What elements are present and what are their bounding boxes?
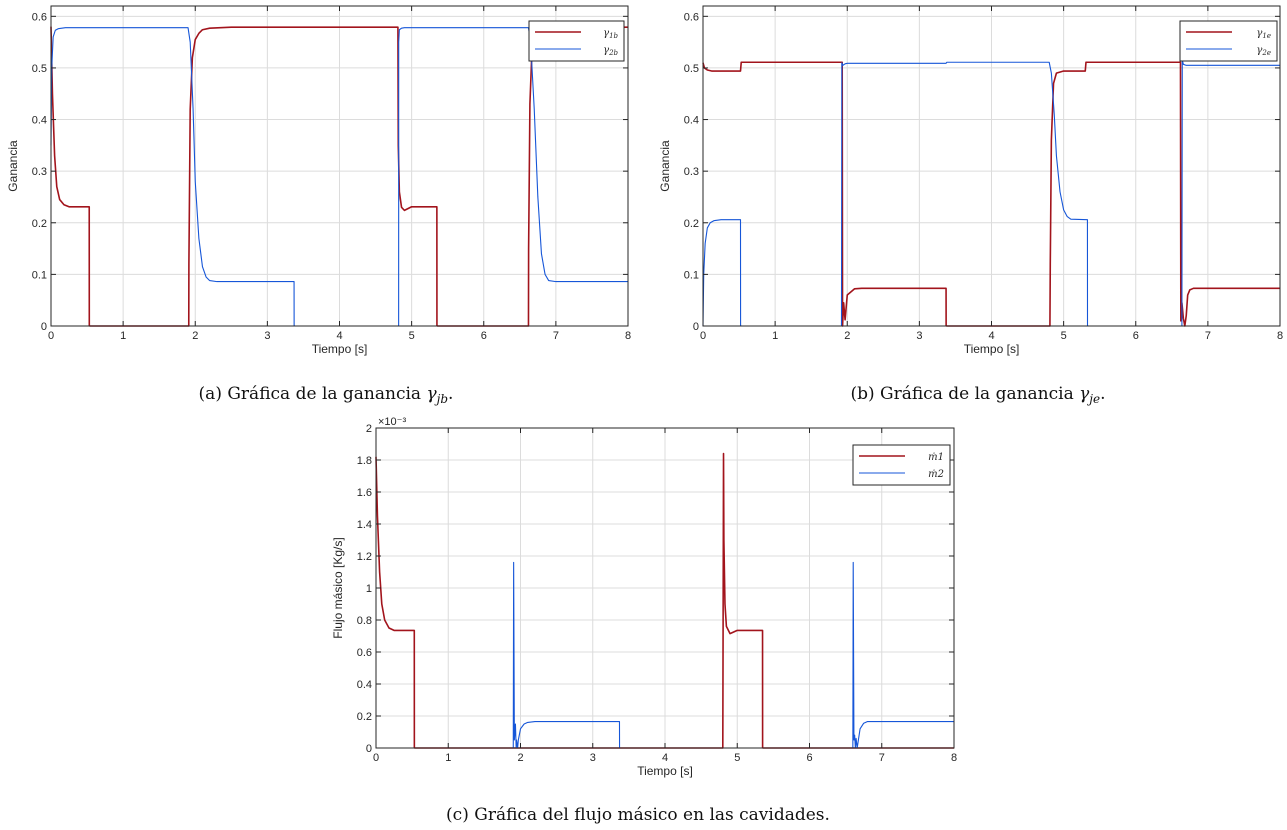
legend: ṁ1 ṁ2 xyxy=(852,444,951,486)
legend-label-1: γ1e xyxy=(1256,28,1271,40)
y-tick-label: 0.4 xyxy=(32,115,47,127)
x-tick-label: 4 xyxy=(988,330,994,342)
figure-caption: (b) Gráfica de la ganancia γje. xyxy=(850,384,1105,406)
legend-label-2: γ2b xyxy=(603,45,618,57)
legend-label-1: ṁ1 xyxy=(928,452,944,463)
legend-box xyxy=(852,444,951,486)
legend-label-2: ṁ2 xyxy=(928,469,944,480)
y-scale-note: ×10⁻³ xyxy=(378,416,406,428)
y-tick-label: 1.8 xyxy=(357,455,372,467)
x-tick-label: 0 xyxy=(700,330,706,342)
x-tick-label: 2 xyxy=(192,330,198,342)
series-line-1 xyxy=(50,26,628,327)
x-tick-label: 7 xyxy=(1205,330,1211,342)
series-line-1 xyxy=(702,61,1280,327)
y-tick-label: 0.6 xyxy=(357,647,372,659)
y-tick-label: 0.2 xyxy=(684,218,699,230)
y-axis-label: Flujo másico [Kg/s] xyxy=(331,537,345,638)
legend-box xyxy=(1179,20,1278,62)
series-line-2 xyxy=(50,27,628,327)
x-tick-label: 3 xyxy=(916,330,922,342)
y-tick-label: 1.2 xyxy=(357,551,372,563)
legend-box xyxy=(528,20,625,62)
x-tick-label: 0 xyxy=(373,752,379,764)
y-tick-label: 0.5 xyxy=(684,63,699,75)
x-tick-label: 1 xyxy=(772,330,778,342)
y-tick-label: 0.4 xyxy=(684,115,699,127)
legend-label-2: γ2e xyxy=(1256,45,1271,57)
y-tick-label: 1 xyxy=(366,583,372,595)
x-tick-label: 8 xyxy=(951,752,957,764)
y-tick-label: 0 xyxy=(693,321,699,333)
y-tick-label: 1.6 xyxy=(357,487,372,499)
x-tick-label: 3 xyxy=(590,752,596,764)
y-tick-label: 1.4 xyxy=(357,519,372,531)
y-tick-label: 0 xyxy=(366,743,372,755)
y-tick-label: 2 xyxy=(366,423,372,435)
x-axis-label: Tiempo [s] xyxy=(637,764,693,778)
x-tick-label: 0 xyxy=(48,330,54,342)
x-tick-label: 8 xyxy=(625,330,631,342)
y-tick-label: 0.6 xyxy=(32,11,47,23)
x-tick-label: 1 xyxy=(445,752,451,764)
x-axis-label: Tiempo [s] xyxy=(964,342,1020,356)
x-tick-label: 3 xyxy=(264,330,270,342)
y-tick-label: 0.2 xyxy=(357,711,372,723)
x-tick-label: 5 xyxy=(1061,330,1067,342)
y-tick-label: 0.5 xyxy=(32,63,47,75)
x-axis-label: Tiempo [s] xyxy=(312,342,368,356)
chart-b: 0 1 2 3 4 5 6 7 8 0 0.1 0.2 0.3 0.4 0.5 0.6 Tiempo [s] Ga… xyxy=(658,5,1283,406)
y-tick-label: 0.4 xyxy=(357,679,372,691)
y-tick-label: 0.8 xyxy=(357,615,372,627)
x-tick-label: 4 xyxy=(336,330,342,342)
y-tick-label: 0.6 xyxy=(684,11,699,23)
chart-a: 0 1 2 3 4 5 6 7 8 0 0.1 0.2 0.3 0.4 0.5 0.6 Tiempo [s] Ga… xyxy=(6,5,631,406)
y-tick-label: 0.3 xyxy=(684,166,699,178)
y-tick-label: 0 xyxy=(41,321,47,333)
y-axis-label: Ganancia xyxy=(6,140,20,192)
x-tick-label: 5 xyxy=(409,330,415,342)
x-tick-label: 1 xyxy=(120,330,126,342)
x-tick-label: 6 xyxy=(481,330,487,342)
x-tick-label: 2 xyxy=(844,330,850,342)
x-tick-label: 5 xyxy=(734,752,740,764)
y-tick-label: 0.2 xyxy=(32,218,47,230)
legend-label-1: γ1b xyxy=(603,28,618,40)
x-tick-label: 8 xyxy=(1277,330,1283,342)
x-tick-label: 6 xyxy=(1133,330,1139,342)
x-tick-label: 2 xyxy=(517,752,523,764)
x-tick-label: 4 xyxy=(662,752,668,764)
y-axis-label: Ganancia xyxy=(658,140,672,192)
x-tick-label: 6 xyxy=(806,752,812,764)
chart-c: 0 1 2 3 4 5 6 7 8 0 0.2 0.4 0.6 0.8 1 1.2 1.4 1.6 1.8 2 Tiem… xyxy=(331,416,957,825)
x-tick-label: 7 xyxy=(879,752,885,764)
figure-caption: (c) Gráfica del flujo másico en las cavi… xyxy=(446,805,830,825)
y-tick-label: 0.3 xyxy=(32,166,47,178)
y-tick-label: 0.1 xyxy=(32,269,47,281)
y-tick-label: 0.1 xyxy=(684,269,699,281)
figure-caption: (a) Gráfica de la ganancia γjb. xyxy=(199,384,454,406)
x-tick-label: 7 xyxy=(553,330,559,342)
series-line-2 xyxy=(376,561,954,749)
